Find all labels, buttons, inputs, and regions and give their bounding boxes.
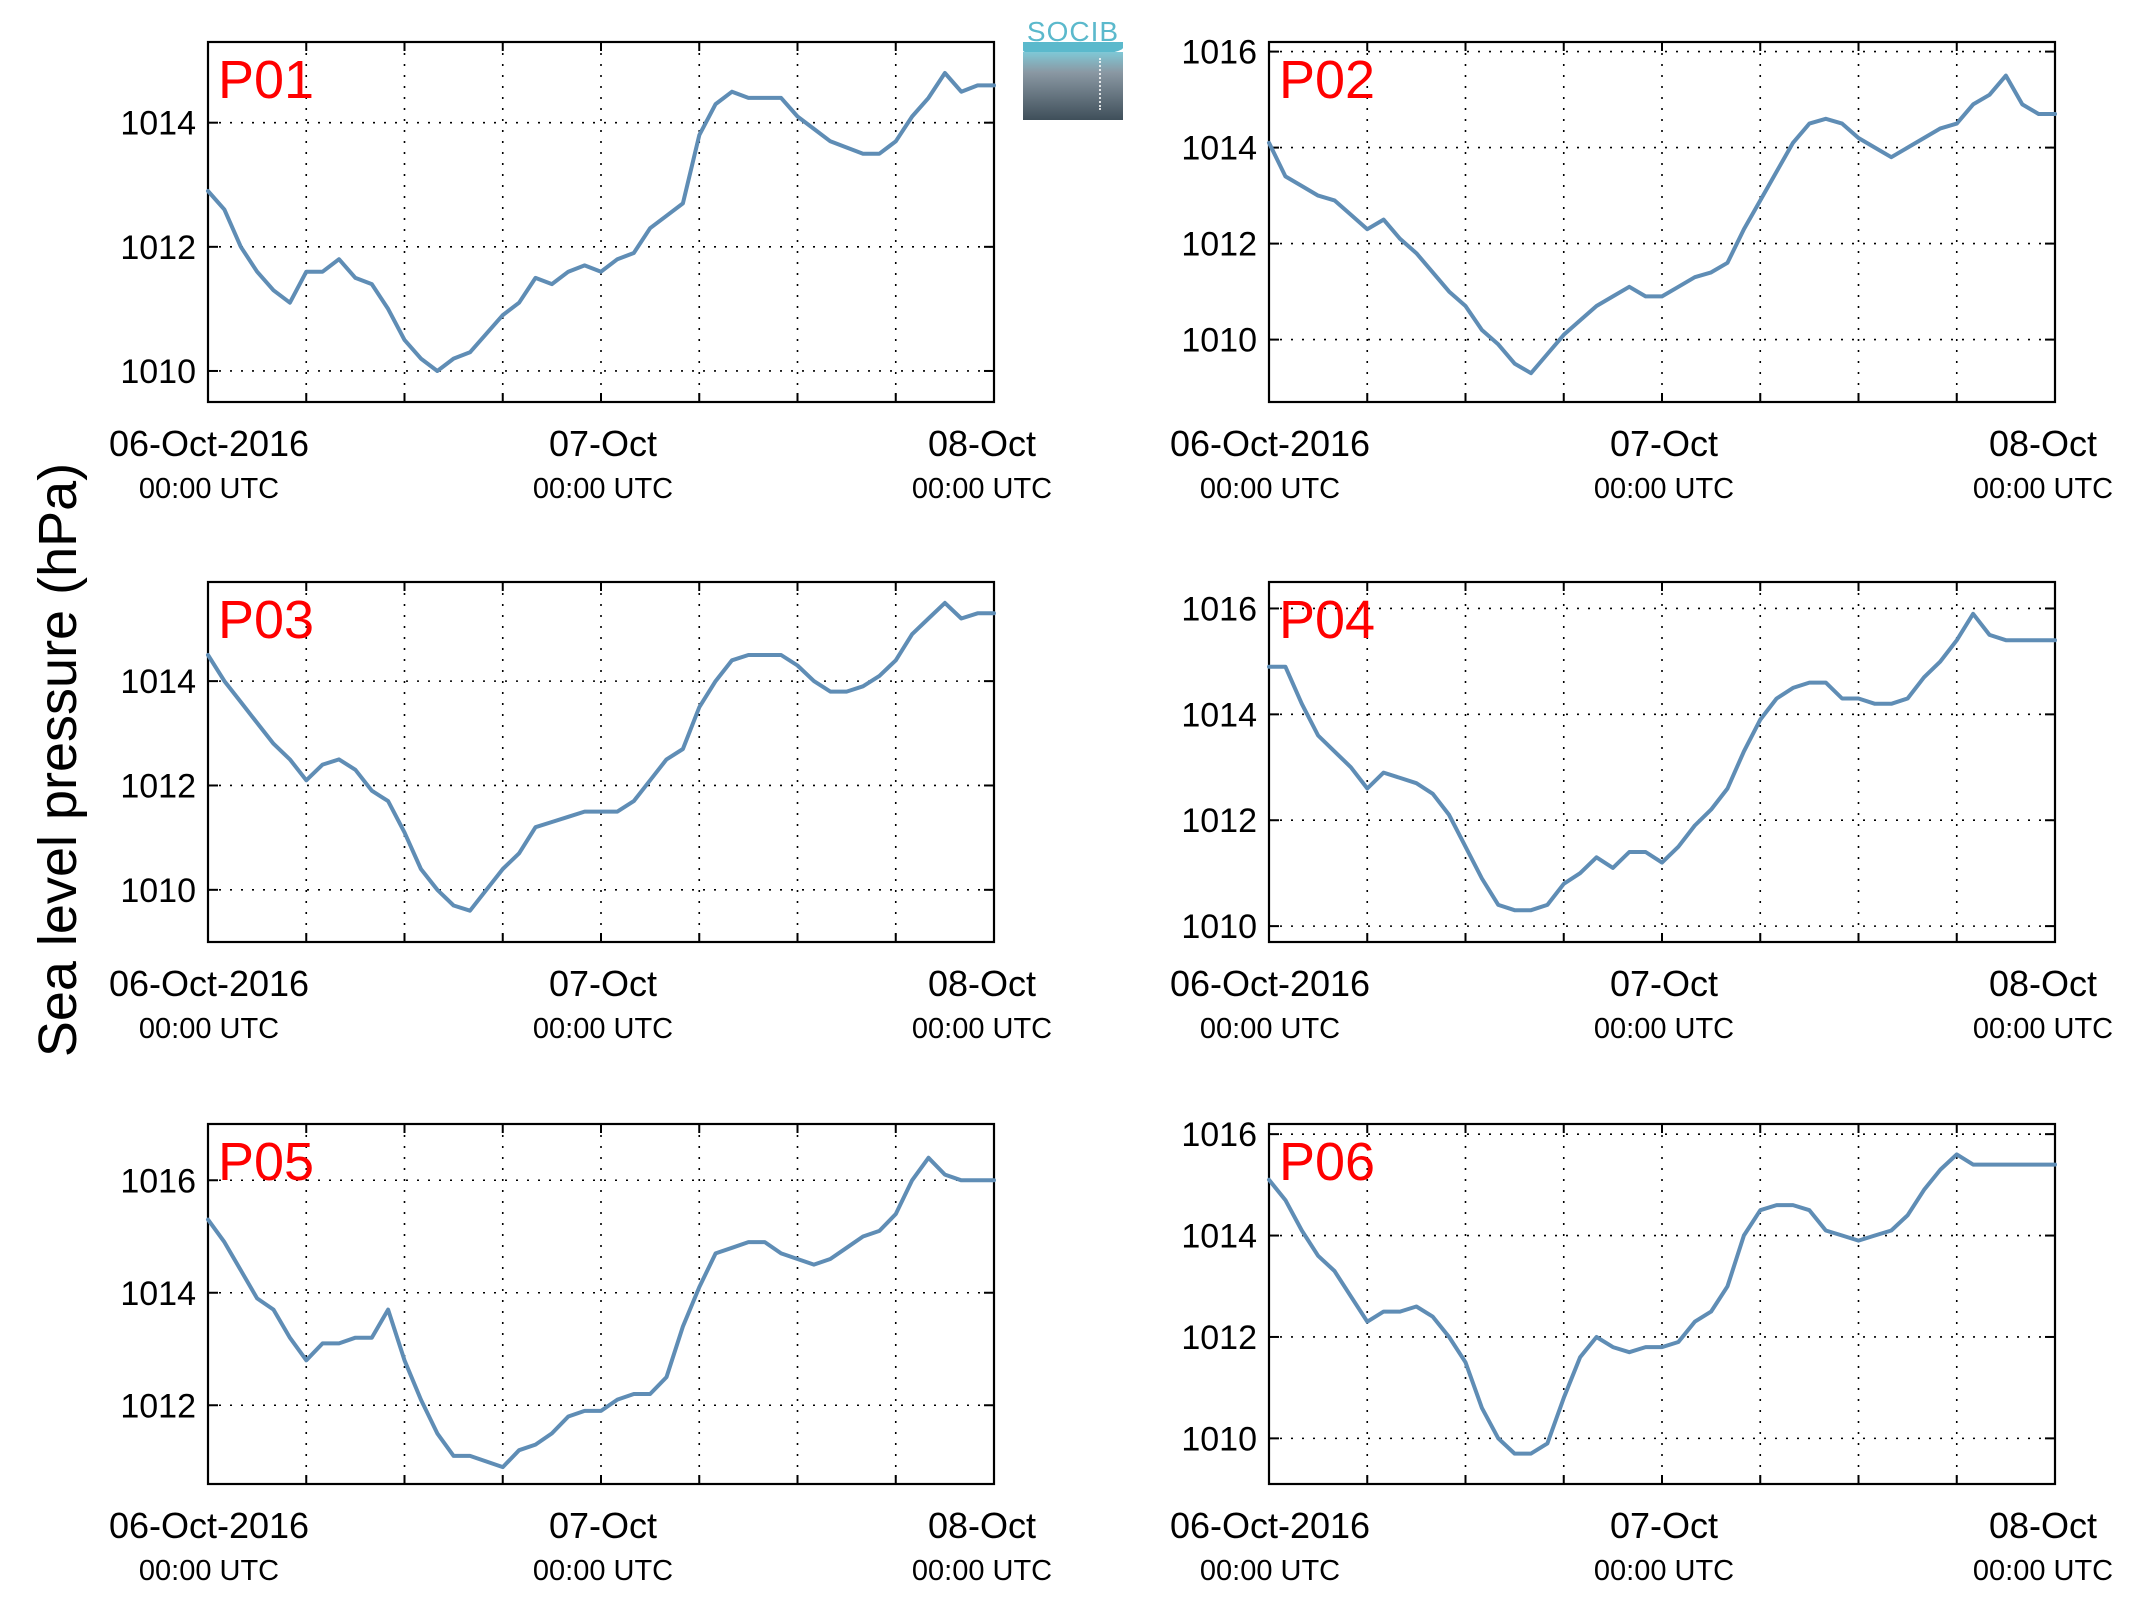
pressure-series-line	[1267, 1152, 2057, 1456]
x-tick-label-date: 06-Oct-2016	[1170, 423, 1370, 464]
x-tick-label-date: 08-Oct	[928, 963, 1036, 1004]
x-tick-label-date: 07-Oct	[1610, 423, 1718, 464]
panel-label: P04	[1279, 590, 1375, 650]
panel-p02: 1010 1012 1014 1016 P02 06-Oct-2016 00:00 UTC 0…	[1170, 34, 2113, 505]
x-tick-label-date: 08-Oct	[928, 423, 1036, 464]
x-tick-label-time: 00:00 UTC	[1973, 1013, 2113, 1045]
x-tick-label-date: 06-Oct-2016	[109, 1505, 309, 1546]
axes-frame	[206, 580, 996, 944]
x-tick-label-time: 00:00 UTC	[533, 1013, 673, 1045]
x-tick-label-time: 00:00 UTC	[1200, 473, 1340, 505]
panel-label: P02	[1279, 50, 1375, 110]
panel-label: P06	[1279, 1132, 1375, 1192]
x-tick-label-time: 00:00 UTC	[139, 1013, 279, 1045]
pressure-series-line	[206, 71, 996, 373]
x-tick-label-date: 07-Oct	[549, 423, 657, 464]
x-tick-label-time: 00:00 UTC	[912, 1013, 1052, 1045]
panel-p05: 1012 1014 1016 P05 06-Oct-2016 00:00 UTC 07-Oc…	[109, 1122, 1052, 1587]
y-tick-label: 1010	[1181, 908, 1257, 946]
x-tick-label-date: 08-Oct	[1989, 423, 2097, 464]
y-tick-label: 1016	[1181, 1116, 1257, 1154]
x-tick-label-time: 00:00 UTC	[1594, 1555, 1734, 1587]
x-tick-label-date: 08-Oct	[928, 1505, 1036, 1546]
y-tick-label: 1014	[120, 105, 196, 143]
y-tick-label: 1010	[1181, 1420, 1257, 1458]
x-tick-label-time: 00:00 UTC	[1200, 1013, 1340, 1045]
y-tick-label: 1016	[120, 1162, 196, 1200]
y-tick-label: 1016	[1181, 590, 1257, 628]
x-tick-label-time: 00:00 UTC	[912, 1555, 1052, 1587]
x-tick-label-date: 08-Oct	[1989, 963, 2097, 1004]
axes-frame	[206, 40, 996, 404]
x-tick-label-date: 06-Oct-2016	[109, 963, 309, 1004]
x-tick-label-date: 07-Oct	[549, 963, 657, 1004]
socib-logo: SOCIB	[1023, 14, 1123, 120]
y-tick-label: 1012	[1181, 1319, 1257, 1357]
axes-frame	[1267, 1122, 2057, 1486]
x-tick-label-time: 00:00 UTC	[1594, 473, 1734, 505]
y-tick-label: 1014	[120, 1275, 196, 1313]
y-tick-label: 1014	[120, 663, 196, 701]
x-tick-label-time: 00:00 UTC	[1973, 473, 2113, 505]
pressure-series-line	[1267, 73, 2057, 376]
panel-p04: 1010 1012 1014 1016 P04 06-Oct-2016 00:00 UTC 0…	[1170, 580, 2113, 1045]
x-tick-label-time: 00:00 UTC	[912, 473, 1052, 505]
x-tick-label-time: 00:00 UTC	[533, 1555, 673, 1587]
logo-block-shape	[1023, 52, 1123, 120]
pressure-series-line	[1267, 611, 2057, 913]
axes-frame	[1267, 580, 2057, 944]
logo-text: SOCIB	[1026, 16, 1120, 47]
y-axis-label: Sea level pressure (hPa)	[28, 462, 88, 1058]
axes-frame	[206, 1122, 996, 1486]
logo-dash-line	[1099, 58, 1103, 110]
y-tick-label: 1012	[120, 229, 196, 267]
x-tick-label-time: 00:00 UTC	[139, 473, 279, 505]
y-tick-label: 1012	[1181, 802, 1257, 840]
panel-p06: 1010 1012 1014 1016 P06 06-Oct-2016 00:00 UTC 0…	[1170, 1116, 2113, 1587]
panel-label: P01	[218, 50, 314, 110]
x-tick-label-date: 07-Oct	[1610, 963, 1718, 1004]
pressure-series-line	[206, 600, 996, 913]
panel-label: P03	[218, 590, 314, 650]
y-tick-label: 1010	[120, 353, 196, 391]
y-tick-label: 1012	[120, 1387, 196, 1425]
y-tick-label: 1016	[1181, 34, 1257, 72]
x-tick-label-date: 06-Oct-2016	[109, 423, 309, 464]
y-tick-label: 1014	[1181, 1218, 1257, 1256]
x-tick-label-time: 00:00 UTC	[1200, 1555, 1340, 1587]
pressure-series-line	[206, 1155, 996, 1470]
x-tick-label-time: 00:00 UTC	[139, 1555, 279, 1587]
x-tick-label-date: 07-Oct	[1610, 1505, 1718, 1546]
x-tick-label-time: 00:00 UTC	[1594, 1013, 1734, 1045]
x-tick-label-time: 00:00 UTC	[1973, 1555, 2113, 1587]
panel-label: P05	[218, 1132, 314, 1192]
panel-p01: 1010 1012 1014 P01 06-Oct-2016 00:00 UTC 07-Oc…	[109, 40, 1052, 505]
y-tick-label: 1014	[1181, 130, 1257, 168]
y-tick-label: 1014	[1181, 696, 1257, 734]
x-tick-label-date: 08-Oct	[1989, 1505, 2097, 1546]
y-tick-label: 1012	[120, 767, 196, 805]
y-tick-label: 1012	[1181, 226, 1257, 264]
x-tick-label-date: 06-Oct-2016	[1170, 963, 1370, 1004]
panel-p03: 1010 1012 1014 P03 06-Oct-2016 00:00 UTC 07-Oc…	[109, 580, 1052, 1045]
x-tick-label-date: 07-Oct	[549, 1505, 657, 1546]
axes-frame	[1267, 40, 2057, 404]
x-tick-label-date: 06-Oct-2016	[1170, 1505, 1370, 1546]
y-tick-label: 1010	[1181, 322, 1257, 360]
x-tick-label-time: 00:00 UTC	[533, 473, 673, 505]
y-tick-label: 1010	[120, 872, 196, 910]
